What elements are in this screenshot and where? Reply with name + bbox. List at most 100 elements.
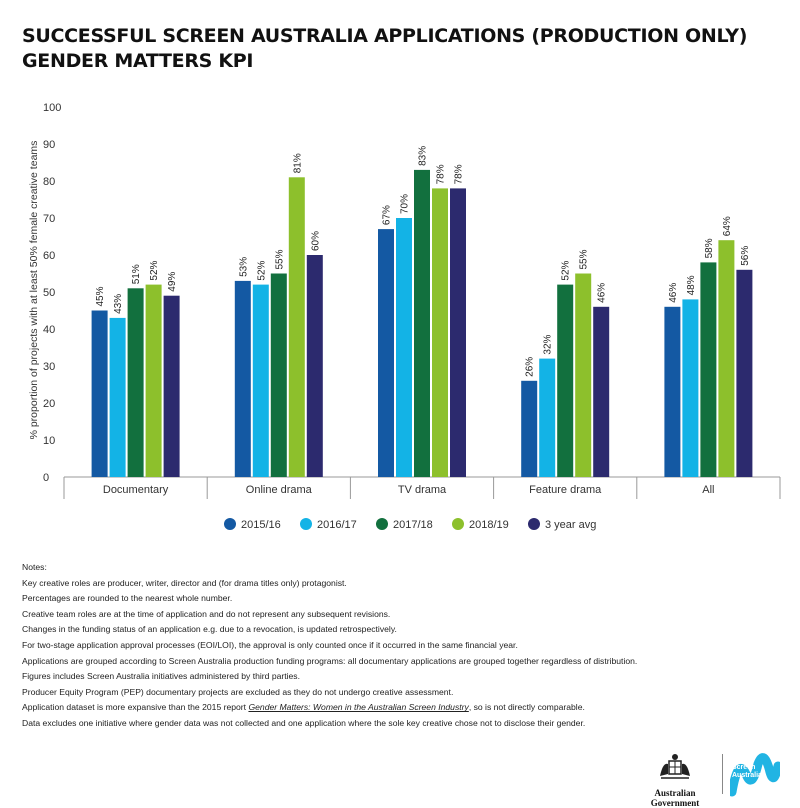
y-tick-label: 90 — [43, 139, 55, 151]
legend-label: 2017/18 — [393, 519, 433, 531]
bar — [736, 269, 753, 477]
notes-heading: Notes: — [22, 562, 47, 572]
coat-of-arms-icon — [660, 754, 690, 779]
data-label: 58% — [704, 238, 715, 258]
bar — [682, 299, 699, 477]
legend-label: 2018/19 — [469, 519, 509, 531]
bar — [414, 169, 430, 477]
x-tick-label: Online drama — [246, 484, 313, 496]
note-line: Percentages are rounded to the nearest w… — [22, 593, 233, 604]
bar — [378, 229, 394, 477]
y-tick-label: 40 — [43, 324, 55, 336]
bar — [306, 255, 323, 477]
bar — [557, 284, 574, 477]
note-line: Figures includes Screen Australia initia… — [22, 671, 300, 682]
y-tick-label: 60 — [43, 250, 55, 262]
data-label: 52% — [256, 260, 267, 280]
notes-section: Notes: Key creative roles are producer, … — [22, 560, 637, 732]
bar — [163, 295, 180, 477]
data-label: 78% — [454, 164, 465, 184]
bar — [432, 188, 448, 477]
government-label: Australian Government — [650, 788, 700, 808]
bar — [539, 358, 556, 477]
bar — [270, 273, 287, 477]
title-line-2: GENDER MATTERS KPI — [22, 50, 254, 72]
bar — [127, 288, 144, 477]
bar — [575, 273, 592, 477]
data-label: 56% — [740, 246, 751, 266]
australian-government-logo: Australian Government — [630, 752, 720, 808]
note-line: Data excludes one initiative where gende… — [22, 717, 586, 728]
legend-label: 2016/17 — [317, 519, 357, 531]
bar-chart: 0 10 20 30 40 50 60 70 80 90 100 Documentary Online … — [28, 102, 781, 531]
chart-title: SUCCESSFUL SCREEN AUSTRALIA APPLICATIONS… — [22, 24, 747, 74]
note-line: Producer Equity Program (PEP) documentar… — [22, 686, 454, 697]
data-label: 46% — [597, 283, 608, 303]
note-line: For two-stage application approval proce… — [22, 639, 518, 650]
x-tick-label: All — [702, 484, 714, 496]
x-tick-label: TV drama — [398, 484, 447, 496]
data-label: 49% — [167, 272, 178, 292]
legend-label: 3 year avg — [545, 519, 596, 531]
logo-divider — [722, 754, 723, 794]
bar — [252, 284, 269, 477]
data-label: 70% — [400, 194, 411, 214]
data-label: 60% — [310, 231, 321, 251]
y-axis-label: % proportion of projects with at least 5… — [28, 141, 40, 440]
data-label: 55% — [274, 249, 285, 269]
sa-line-1: Screen — [732, 764, 756, 771]
data-label: 48% — [686, 275, 697, 295]
bar — [396, 218, 412, 477]
y-tick-label: 70 — [43, 213, 55, 225]
dataset-suffix: , so is not directly comparable. — [468, 702, 585, 713]
y-tick-label: 50 — [43, 287, 55, 299]
data-label: 55% — [579, 249, 590, 269]
bar — [109, 317, 126, 477]
y-tick-label: 0 — [43, 472, 49, 484]
y-tick-label: 10 — [43, 435, 55, 447]
legend-marker — [224, 518, 236, 530]
bar — [450, 188, 466, 477]
legend-label: 2015/16 — [241, 519, 281, 531]
bar — [718, 240, 735, 477]
legend-marker — [300, 518, 312, 530]
sa-line-2: Australia — [732, 772, 762, 779]
y-tick-label: 30 — [43, 361, 55, 373]
data-label: 45% — [95, 286, 106, 306]
data-label: 53% — [238, 257, 249, 277]
y-tick-label: 20 — [43, 398, 55, 410]
data-label: 67% — [382, 205, 393, 225]
data-label: 52% — [561, 260, 572, 280]
data-label: 32% — [543, 334, 554, 354]
legend-marker — [452, 518, 464, 530]
bar — [521, 380, 538, 477]
note-line: Applications are grouped according to Sc… — [22, 655, 638, 666]
screen-australia-wave-icon — [727, 753, 783, 797]
data-label: 26% — [525, 357, 536, 377]
footer-logos: Australian Government Screen Australia — [630, 752, 783, 808]
bar — [700, 262, 717, 477]
data-label: 43% — [113, 294, 124, 314]
legend-marker — [376, 518, 388, 530]
report-link[interactable]: Gender Matters: Women in the Australian … — [248, 702, 469, 713]
y-tick-label: 100 — [43, 102, 61, 114]
y-tick-label: 80 — [43, 176, 55, 188]
note-line: Changes in the funding status of an appl… — [22, 624, 397, 635]
x-tick-label: Documentary — [103, 484, 169, 496]
data-label: 78% — [436, 164, 447, 184]
bar — [593, 306, 610, 477]
bar — [234, 280, 251, 477]
data-label: 46% — [668, 283, 679, 303]
data-label: 64% — [722, 216, 733, 236]
note-line-dataset: Application dataset is more expansive th… — [22, 700, 637, 716]
bar — [145, 284, 162, 477]
bar — [91, 310, 108, 477]
data-label: 81% — [292, 153, 303, 173]
data-label: 83% — [418, 146, 429, 166]
screen-australia-logo: Screen Australia — [727, 752, 783, 797]
note-line: Key creative roles are producer, writer,… — [22, 577, 347, 588]
dataset-prefix: Application dataset is more expansive th… — [22, 702, 249, 713]
legend-marker — [528, 518, 540, 530]
data-label: 51% — [131, 264, 142, 284]
data-label: 52% — [149, 260, 160, 280]
